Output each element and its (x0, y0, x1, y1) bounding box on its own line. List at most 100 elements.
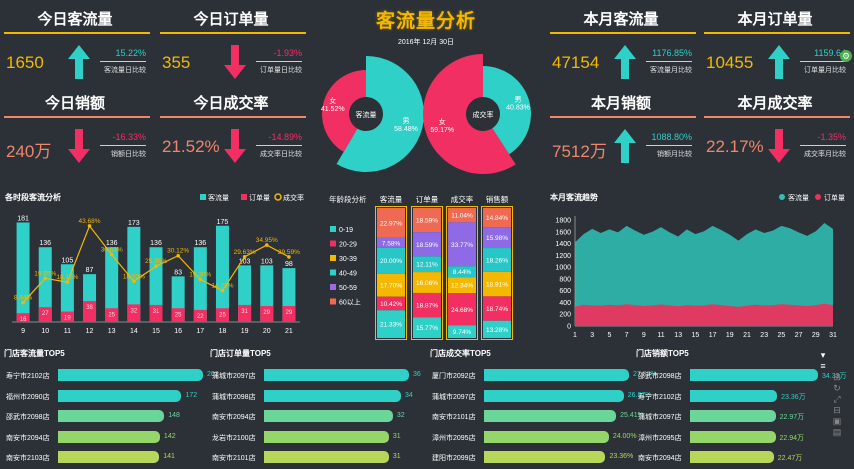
bar-traffic-label: 103 (239, 258, 251, 265)
expand-icon[interactable]: ⤢ (833, 394, 841, 404)
x-tick-label: 25 (778, 332, 786, 339)
stack-segment-label: 15.98% (486, 235, 508, 242)
kpi-divider (160, 116, 306, 118)
pie-slice-label: 女 (439, 117, 446, 126)
y-tick-label: 1600 (555, 229, 571, 236)
stack-segment (413, 272, 441, 293)
x-tick-label: 19 (241, 328, 249, 335)
x-tick-label: 14 (130, 328, 138, 335)
stack-segment-label: 20.00% (380, 258, 402, 265)
bar-traffic-label: 175 (217, 219, 229, 226)
kpi-change: 1088.80% (651, 132, 692, 142)
ranking-bar (690, 430, 776, 443)
refresh-icon[interactable]: ↻ (833, 383, 841, 393)
kpi-divider (704, 32, 850, 34)
ranking-title: 门店客流量TOP5 (4, 349, 65, 358)
arrow-down-shape (68, 129, 90, 163)
legend-label: 40-49 (339, 271, 357, 278)
dropdown-icon[interactable]: ▾ (820, 350, 826, 360)
grid-icon[interactable]: ⊞ (833, 372, 841, 382)
ranking-item-value: 31 (392, 432, 401, 440)
kpi-change: 1159.64 (814, 48, 846, 58)
ranking-bar (58, 410, 165, 422)
stack-segment-label: 13.28% (486, 327, 508, 334)
ranking-bar (484, 430, 609, 443)
kpi-change: -16.33% (112, 132, 146, 142)
x-tick-label: 5 (607, 332, 611, 339)
ranking-item-value: 34 (404, 391, 413, 399)
x-tick-label: 3 (590, 332, 594, 339)
bar-traffic-label: 136 (39, 240, 51, 247)
ranking-item-name: 寿宁市2102店 (6, 373, 50, 380)
ranking-item-value: 22.97万 (779, 414, 805, 421)
x-tick-label: 31 (829, 332, 837, 339)
pie-slice-pct: 59.17% (430, 127, 454, 134)
kpi-change-label: 客流量月比较 (650, 67, 692, 74)
filter-icon[interactable]: ⊟ (833, 405, 841, 415)
image-icon[interactable]: ▣ (832, 416, 842, 426)
bar-traffic (60, 264, 74, 322)
legend-label: 成交率 (283, 193, 304, 202)
ranking-bar (264, 410, 393, 422)
kpi-change-label: 销额日比较 (111, 151, 146, 158)
arrow-down-shape (224, 45, 246, 79)
legend-swatch (274, 193, 282, 201)
x-tick-label: 13 (674, 332, 682, 339)
bar-traffic-label: 136 (194, 240, 206, 247)
ranking-bar (58, 451, 160, 463)
stack-segment (413, 208, 441, 233)
stack-segment (483, 208, 511, 228)
point-conversion-rate (264, 243, 269, 247)
kpi-change-line (646, 61, 692, 62)
point-conversion-rate (198, 277, 203, 282)
bar-chart-icon[interactable]: ▤ (832, 427, 842, 437)
kpi-title: 今日成交率 (193, 95, 269, 112)
age-group-chart: 年龄段分析 0-19 20-29 30-39 40-49 50-59 60以上 客流量 22.9… (329, 194, 513, 340)
bar-orders-label: 29 (286, 310, 293, 316)
point-conversion-rate (21, 300, 25, 305)
ranking-bar (690, 389, 778, 402)
bar-traffic-label: 136 (106, 240, 118, 247)
bar-traffic (193, 247, 207, 322)
stack-segment-label: 8.44% (453, 269, 472, 276)
kpi-value: 240万 (6, 142, 52, 161)
ranking-item-value: 22.94万 (779, 434, 805, 442)
kpi-change: -1.35% (817, 132, 846, 142)
column-header: 订单量 (416, 194, 439, 204)
bar-traffic-label: 87 (86, 267, 94, 274)
bar-orders (83, 301, 97, 322)
ranking-item-name: 邵武市2098店 (6, 414, 50, 421)
ranking-item-value: 141 (163, 453, 175, 460)
x-tick-label: 17 (709, 332, 717, 339)
pie-slice-female (423, 54, 516, 174)
kpi-title: 本月成交率 (737, 95, 813, 112)
bar-orders-label: 27 (42, 311, 49, 317)
ranking-item-value: 148 (168, 412, 180, 419)
kpi-value: 22.17% (706, 137, 764, 156)
stack-segment-label: 24.68% (451, 307, 473, 314)
stack-segment (413, 292, 441, 318)
ranking-item-value: 27.88% (633, 371, 657, 378)
stack-segment-label: 16.06% (416, 280, 438, 287)
menu-icon[interactable]: ≡ (820, 361, 826, 371)
y-tick-label: 200 (559, 312, 571, 319)
bar-orders-label: 31 (153, 309, 160, 315)
ranking-item-value: 36 (413, 371, 421, 378)
kpi-change: -1.93% (273, 48, 302, 58)
x-tick-label: 17 (196, 328, 204, 335)
stack-segment (448, 325, 476, 338)
x-tick-label: 29 (812, 332, 820, 339)
kpi-change-line (646, 145, 692, 146)
point-conversion-label: 8.84% (14, 295, 33, 302)
bar-orders-label: 25 (219, 312, 226, 318)
ranking-item-name: 南安市2094店 (6, 434, 50, 442)
ranking-item-value: 34.33万 (822, 373, 847, 380)
ranking-item-name: 蒲城市2097店 (212, 373, 256, 380)
x-tick-label: 11 (64, 328, 71, 335)
legend-swatch (330, 240, 336, 247)
settings-icon[interactable]: ⚙ (840, 50, 852, 62)
kpi-value: 7512万 (552, 142, 607, 161)
y-tick-label: 1000 (555, 265, 571, 272)
ranking-item-name: 龙岩市2100店 (212, 434, 256, 442)
area-traffic (575, 222, 833, 326)
